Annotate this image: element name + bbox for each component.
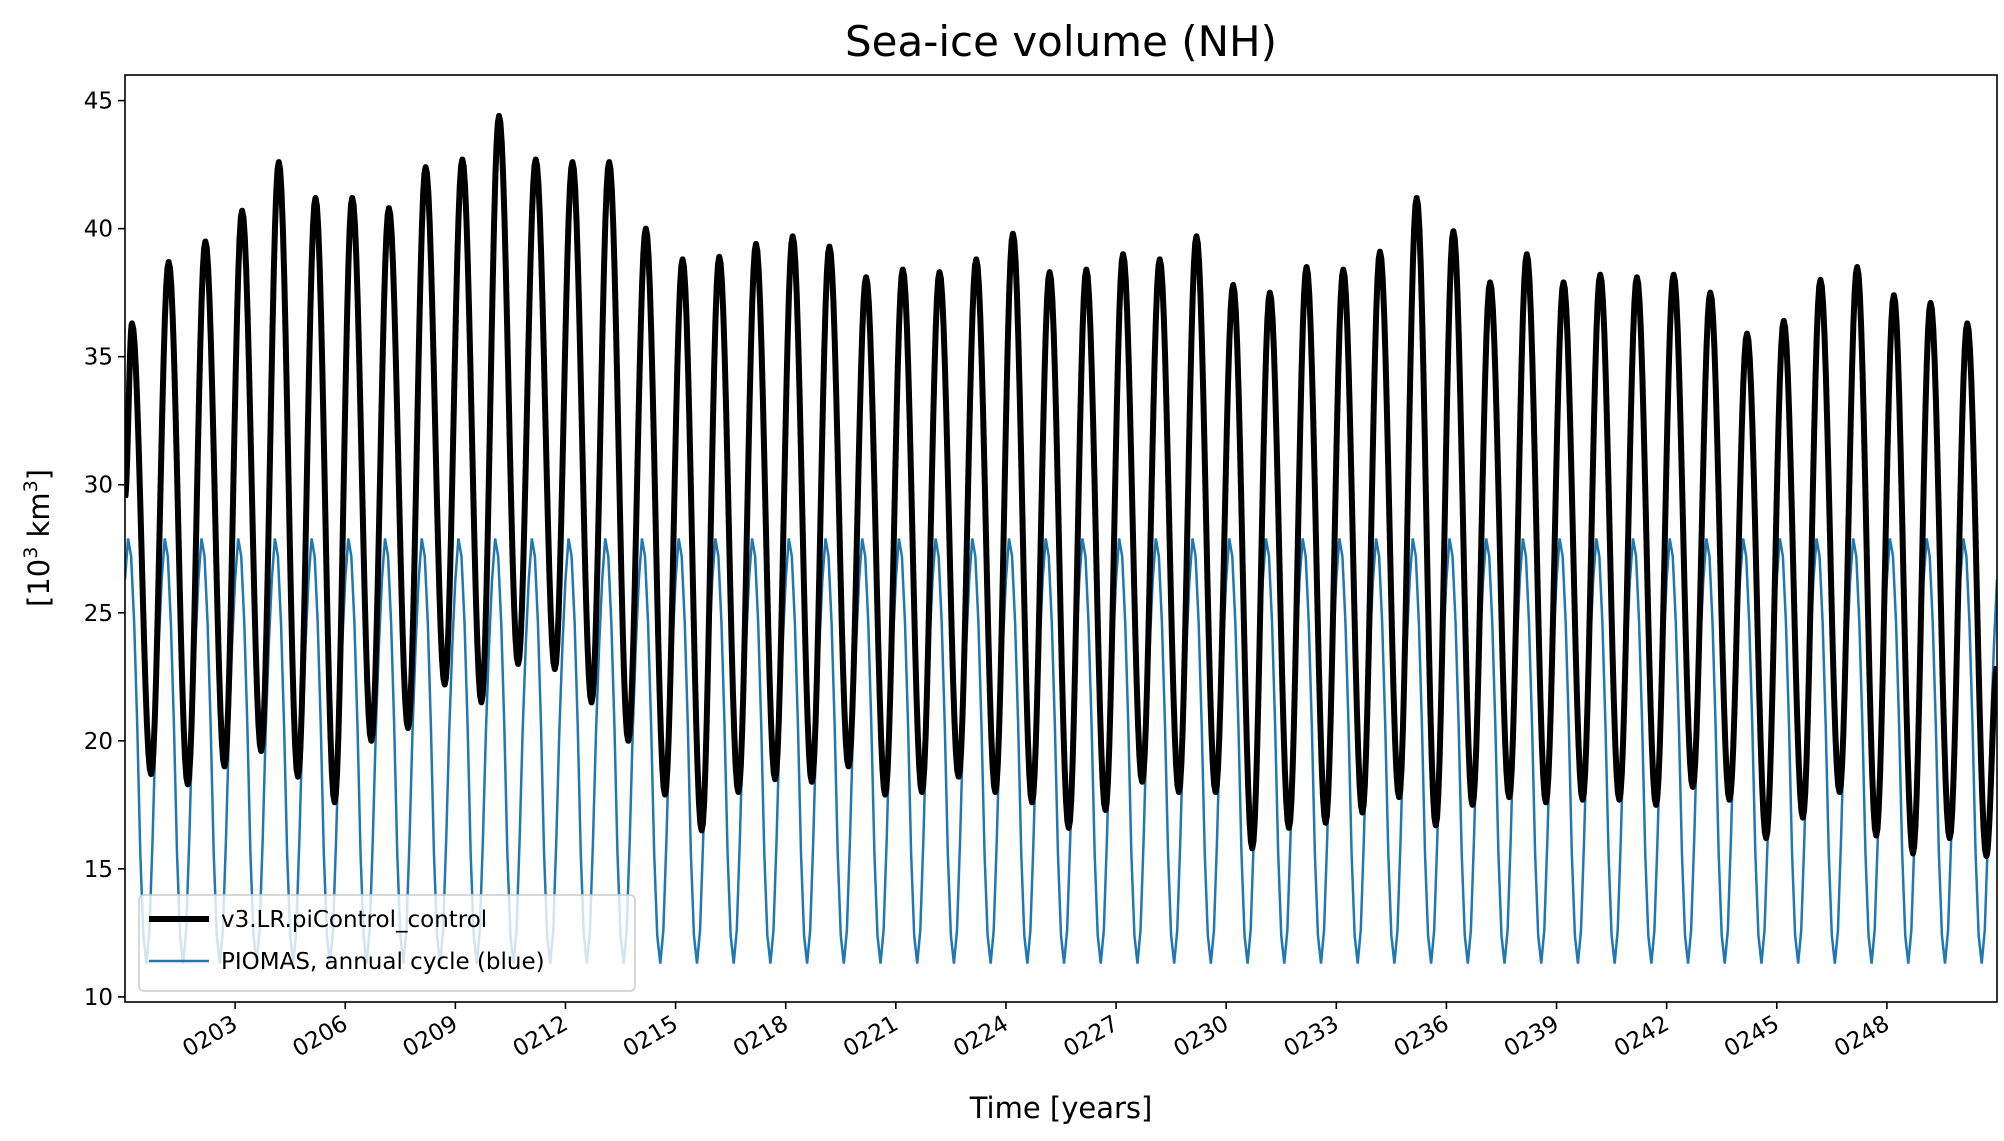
y-tick-label: 40 [84, 217, 113, 243]
plot-frame [124, 74, 1998, 1003]
y-tick-label: 15 [84, 857, 113, 883]
y-axis-label: [103 km3] [20, 469, 56, 607]
y-tick-label: 30 [84, 473, 113, 499]
x-tick-label: 0218 [729, 1011, 793, 1063]
y-tick-label: 45 [84, 89, 113, 115]
legend-label-piomas: PIOMAS, annual cycle (blue) [221, 949, 545, 975]
x-axis-label: Time [years] [969, 1091, 1153, 1125]
x-tick-label: 0215 [619, 1011, 683, 1063]
legend-box [138, 894, 636, 992]
series-line-model [125, 112, 1997, 860]
x-tick-label: 0206 [289, 1011, 353, 1063]
x-tick-label: 0212 [509, 1011, 573, 1063]
x-tick-label: 0227 [1059, 1011, 1123, 1063]
chart-title: Sea-ice volume (NH) [845, 17, 1277, 66]
x-tick-label: 0233 [1280, 1011, 1344, 1063]
x-tick-label: 0203 [178, 1011, 242, 1063]
x-tick-label: 0248 [1830, 1011, 1894, 1063]
x-tick-label: 0230 [1169, 1011, 1233, 1063]
x-tick-label: 0236 [1390, 1011, 1454, 1063]
legend: v3.LR.piControl_control PIOMAS, annual c… [138, 894, 636, 992]
x-tick-label: 0224 [949, 1011, 1013, 1063]
y-tick-label: 35 [84, 345, 113, 371]
x-tick-label: 0242 [1610, 1011, 1674, 1063]
x-tick-label: 0239 [1500, 1011, 1564, 1063]
y-tick-label: 20 [84, 729, 113, 755]
plot-area: 10 15 20 25 30 35 40 45 0203 0206 0209 0212 0215 021… [84, 74, 1998, 1063]
x-tick-label: 0221 [839, 1011, 903, 1063]
legend-label-model: v3.LR.piControl_control [221, 907, 487, 933]
y-tick-label: 25 [84, 601, 113, 627]
x-tick-label: 0209 [399, 1011, 463, 1063]
y-tick-label: 10 [84, 985, 113, 1011]
x-tick-label: 0245 [1720, 1011, 1784, 1063]
